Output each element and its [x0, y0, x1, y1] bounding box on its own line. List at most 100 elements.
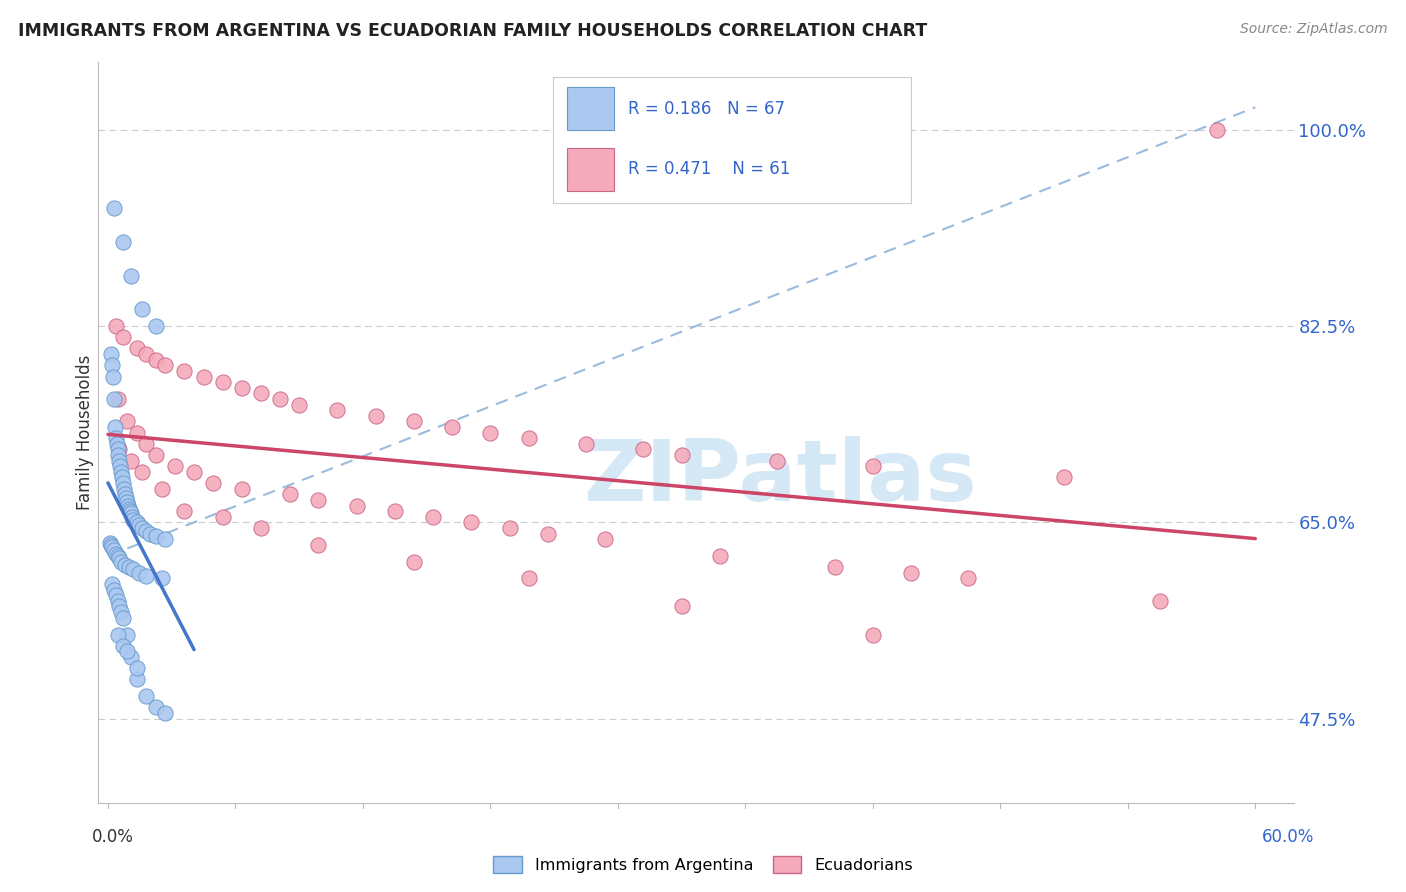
Ecuadorians	[709, 549, 731, 563]
Text: 60.0%: 60.0%	[1263, 828, 1315, 846]
Ecuadorians	[307, 492, 329, 507]
Y-axis label: Family Households: Family Households	[76, 355, 94, 510]
Ecuadorians	[575, 437, 598, 451]
Immigrants from Argentina	[101, 369, 124, 384]
Ecuadorians	[231, 482, 253, 496]
Immigrants from Argentina	[112, 482, 135, 496]
Ecuadorians	[824, 560, 846, 574]
Ecuadorians	[125, 425, 148, 440]
Ecuadorians	[104, 319, 127, 334]
Immigrants from Argentina	[125, 661, 148, 675]
Ecuadorians	[278, 487, 301, 501]
Immigrants from Argentina	[135, 524, 157, 539]
Immigrants from Argentina	[108, 453, 131, 467]
Ecuadorians	[326, 403, 349, 417]
Immigrants from Argentina	[107, 549, 129, 563]
Immigrants from Argentina	[135, 569, 157, 583]
Ecuadorians	[671, 599, 693, 614]
Text: Source: ZipAtlas.com: Source: ZipAtlas.com	[1240, 22, 1388, 37]
Immigrants from Argentina	[103, 582, 125, 597]
Immigrants from Argentina	[110, 459, 132, 474]
Ecuadorians	[211, 509, 233, 524]
Immigrants from Argentina	[108, 599, 131, 614]
Ecuadorians	[1053, 470, 1076, 484]
Immigrants from Argentina	[131, 521, 153, 535]
Immigrants from Argentina	[145, 319, 167, 334]
Immigrants from Argentina	[155, 706, 177, 720]
Immigrants from Argentina	[115, 495, 138, 509]
Ecuadorians	[517, 571, 540, 585]
Immigrants from Argentina	[150, 571, 173, 585]
Immigrants from Argentina	[103, 201, 125, 215]
Legend: Immigrants from Argentina, Ecuadorians: Immigrants from Argentina, Ecuadorians	[486, 849, 920, 880]
Ecuadorians	[250, 521, 273, 535]
Immigrants from Argentina	[118, 560, 141, 574]
Ecuadorians	[131, 465, 153, 479]
Immigrants from Argentina	[128, 566, 150, 580]
Immigrants from Argentina	[107, 627, 129, 641]
Ecuadorians	[402, 414, 425, 428]
Ecuadorians	[183, 465, 205, 479]
Immigrants from Argentina	[112, 610, 135, 624]
Immigrants from Argentina	[103, 543, 125, 558]
Text: IMMIGRANTS FROM ARGENTINA VS ECUADORIAN FAMILY HOUSEHOLDS CORRELATION CHART: IMMIGRANTS FROM ARGENTINA VS ECUADORIAN …	[18, 22, 928, 40]
Ecuadorians	[150, 482, 173, 496]
Ecuadorians	[671, 448, 693, 462]
Ecuadorians	[402, 555, 425, 569]
Immigrants from Argentina	[111, 470, 134, 484]
Ecuadorians	[517, 431, 540, 445]
Immigrants from Argentina	[121, 509, 143, 524]
Ecuadorians	[250, 386, 273, 401]
Ecuadorians	[307, 538, 329, 552]
Ecuadorians	[135, 347, 157, 361]
Ecuadorians	[193, 369, 215, 384]
Immigrants from Argentina	[110, 465, 132, 479]
Ecuadorians	[384, 504, 406, 518]
Ecuadorians	[125, 342, 148, 356]
Immigrants from Argentina	[110, 555, 132, 569]
Immigrants from Argentina	[121, 562, 143, 576]
Ecuadorians	[537, 526, 560, 541]
Ecuadorians	[346, 499, 368, 513]
Ecuadorians	[155, 359, 177, 373]
Immigrants from Argentina	[115, 644, 138, 658]
Immigrants from Argentina	[100, 538, 122, 552]
Immigrants from Argentina	[98, 535, 121, 549]
Ecuadorians	[766, 453, 789, 467]
Ecuadorians	[145, 352, 167, 367]
Immigrants from Argentina	[139, 526, 162, 541]
Immigrants from Argentina	[121, 513, 143, 527]
Immigrants from Argentina	[101, 359, 124, 373]
Ecuadorians	[173, 364, 195, 378]
Immigrants from Argentina	[114, 558, 136, 572]
Immigrants from Argentina	[104, 547, 127, 561]
Ecuadorians	[211, 375, 233, 389]
Ecuadorians	[145, 448, 167, 462]
Ecuadorians	[269, 392, 291, 406]
Ecuadorians	[862, 627, 884, 641]
Immigrants from Argentina	[131, 302, 153, 317]
Ecuadorians	[460, 516, 482, 530]
Immigrants from Argentina	[104, 588, 127, 602]
Immigrants from Argentina	[107, 442, 129, 457]
Ecuadorians	[202, 476, 225, 491]
Immigrants from Argentina	[100, 347, 122, 361]
Immigrants from Argentina	[117, 499, 139, 513]
Immigrants from Argentina	[145, 529, 167, 543]
Immigrants from Argentina	[115, 627, 138, 641]
Immigrants from Argentina	[120, 268, 142, 283]
Ecuadorians	[135, 437, 157, 451]
Ecuadorians	[115, 414, 138, 428]
Ecuadorians	[108, 442, 131, 457]
Ecuadorians	[107, 392, 129, 406]
Ecuadorians	[633, 442, 655, 457]
Ecuadorians	[173, 504, 195, 518]
Immigrants from Argentina	[104, 420, 127, 434]
Ecuadorians	[479, 425, 502, 440]
Ecuadorians	[364, 409, 387, 423]
Ecuadorians	[231, 381, 253, 395]
Immigrants from Argentina	[101, 577, 124, 591]
Immigrants from Argentina	[115, 491, 138, 505]
Ecuadorians	[862, 459, 884, 474]
Immigrants from Argentina	[112, 476, 135, 491]
